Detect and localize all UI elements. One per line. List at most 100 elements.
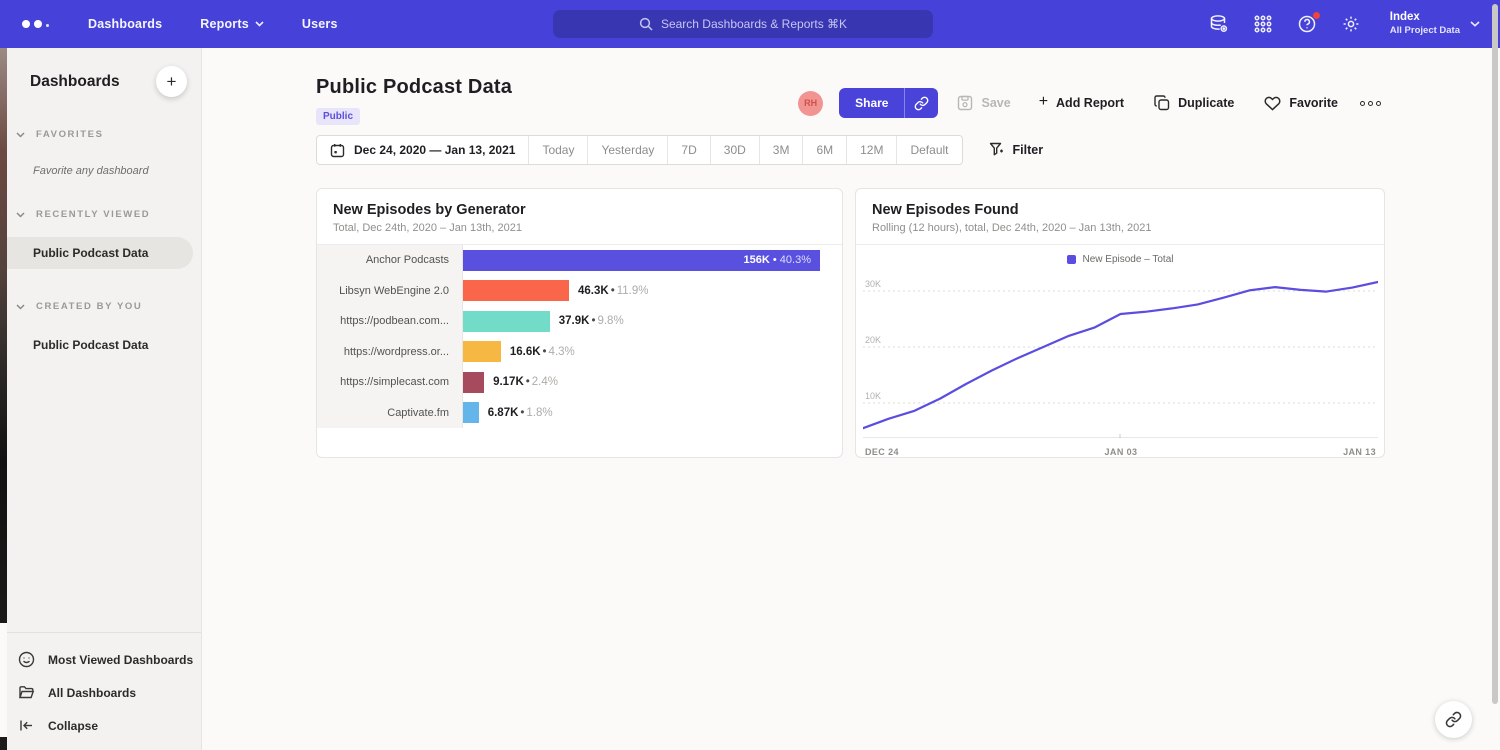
bar-value-label: 16.6K•4.3%	[510, 346, 575, 358]
legend-label: New Episode – Total	[1083, 254, 1174, 265]
page-title: Public Podcast Data	[316, 76, 512, 99]
nav-reports[interactable]: Reports	[200, 17, 264, 31]
add-report-label: Add Report	[1056, 96, 1124, 110]
page-scrollbar[interactable]	[1492, 4, 1498, 704]
line-chart-card: New Episodes Found Rolling (12 hours), t…	[855, 188, 1385, 458]
account-switcher[interactable]: Index All Project Data	[1390, 10, 1480, 37]
duplicate-button[interactable]: Duplicate	[1154, 95, 1234, 111]
new-dashboard-button[interactable]: +	[156, 66, 187, 97]
sidebar-item-public-podcast-data[interactable]: Public Podcast Data	[7, 237, 193, 269]
chart-legend[interactable]: New Episode – Total	[856, 245, 1384, 269]
help-icon[interactable]	[1296, 13, 1318, 35]
bar-category-label: Anchor Podcasts	[317, 245, 463, 276]
y-tick-10k: 10K	[865, 391, 881, 401]
section-label: FAVORITES	[36, 129, 104, 140]
preset-today[interactable]: Today	[528, 136, 587, 164]
section-label: RECENTLY VIEWED	[36, 209, 150, 220]
bar-chart: Anchor Podcasts 156K • 40.3% Libsyn WebE…	[317, 245, 842, 440]
chevron-down-icon	[16, 125, 25, 143]
section-favorites[interactable]: FAVORITES	[16, 97, 201, 143]
legend-swatch	[1067, 255, 1076, 264]
data-sources-icon[interactable]	[1208, 13, 1230, 35]
save-label: Save	[981, 96, 1010, 110]
bar-anchor-podcasts[interactable]: 156K • 40.3%	[463, 250, 820, 271]
link-icon	[914, 96, 929, 111]
section-recently-viewed[interactable]: RECENTLY VIEWED	[16, 177, 201, 223]
date-range-value: Dec 24, 2020 — Jan 13, 2021	[354, 143, 515, 157]
favorite-label: Favorite	[1289, 96, 1338, 110]
chevron-down-icon	[255, 21, 264, 27]
y-tick-30k: 30K	[865, 279, 881, 289]
bar-value-label: 156K • 40.3%	[744, 254, 820, 266]
x-tick-jan03: JAN 03	[1105, 447, 1138, 457]
bar-chart-card: New Episodes by Generator Total, Dec 24t…	[316, 188, 843, 458]
plus-icon: +	[1039, 93, 1048, 111]
y-tick-20k: 20K	[865, 335, 881, 345]
collapse-sidebar-button[interactable]: Collapse	[7, 709, 201, 742]
section-created-by-you[interactable]: CREATED BY YOU	[16, 269, 201, 315]
preset-default[interactable]: Default	[896, 136, 961, 164]
bar-simplecast[interactable]	[463, 372, 484, 393]
bar-value-label: 37.9K•9.8%	[559, 315, 624, 327]
more-actions-button[interactable]	[1356, 97, 1385, 110]
preset-30d[interactable]: 30D	[710, 136, 759, 164]
preset-3m[interactable]: 3M	[759, 136, 803, 164]
bar-captivate[interactable]	[463, 402, 479, 423]
bar-chart-title: New Episodes by Generator	[333, 202, 826, 218]
duplicate-label: Duplicate	[1178, 96, 1234, 110]
settings-gear-icon[interactable]	[1340, 13, 1362, 35]
line-series	[863, 282, 1378, 428]
duplicate-icon	[1154, 95, 1170, 111]
section-label: CREATED BY YOU	[36, 301, 142, 312]
line-chart-plot[interactable]: 30K 20K 10K DEC 24 JAN 03 JAN 13	[863, 271, 1378, 457]
line-chart-title: New Episodes Found	[872, 202, 1368, 218]
copy-link-fab[interactable]	[1435, 701, 1472, 738]
bar-category-label: Captivate.fm	[317, 398, 463, 429]
bar-row: Captivate.fm 6.87K•1.8%	[317, 398, 842, 429]
share-button[interactable]: Share	[839, 88, 904, 118]
favorite-button[interactable]: Favorite	[1264, 96, 1338, 111]
bar-libsyn[interactable]	[463, 280, 569, 301]
main-content: Public Podcast Data Public RH Share Save…	[202, 48, 1500, 750]
bar-row: Anchor Podcasts 156K • 40.3%	[317, 245, 842, 276]
footer-label: Most Viewed Dashboards	[48, 653, 193, 667]
avatar[interactable]: RH	[798, 91, 823, 116]
folder-icon	[18, 684, 35, 701]
nav-users[interactable]: Users	[302, 17, 338, 31]
preset-6m[interactable]: 6M	[802, 136, 846, 164]
calendar-icon	[330, 143, 345, 158]
smiley-icon	[18, 651, 35, 668]
bar-podbean[interactable]	[463, 311, 550, 332]
all-dashboards-button[interactable]: All Dashboards	[7, 676, 201, 709]
bar-row: https://wordpress.or... 16.6K•4.3%	[317, 337, 842, 368]
search-placeholder: Search Dashboards & Reports ⌘K	[661, 17, 847, 31]
most-viewed-dashboards-button[interactable]: Most Viewed Dashboards	[7, 643, 201, 676]
bar-chart-subtitle: Total, Dec 24th, 2020 – Jan 13th, 2021	[333, 222, 826, 234]
nav-dashboards[interactable]: Dashboards	[88, 17, 162, 31]
favorites-empty-hint: Favorite any dashboard	[33, 165, 201, 177]
filter-funnel-icon	[989, 142, 1004, 158]
preset-7d[interactable]: 7D	[667, 136, 709, 164]
notification-badge	[1312, 11, 1321, 20]
preset-yesterday[interactable]: Yesterday	[587, 136, 667, 164]
bar-row: Libsyn WebEngine 2.0 46.3K•11.9%	[317, 276, 842, 307]
date-range-picker[interactable]: Dec 24, 2020 — Jan 13, 2021	[317, 136, 528, 164]
app-logo[interactable]	[22, 20, 62, 28]
account-scope: All Project Data	[1390, 25, 1460, 37]
bar-category-label: https://wordpress.or...	[317, 337, 463, 368]
visibility-badge: Public	[316, 108, 360, 125]
share-link-button[interactable]	[904, 88, 938, 118]
bar-wordpress[interactable]	[463, 341, 501, 362]
save-icon	[957, 95, 973, 111]
add-report-button[interactable]: + Add Report	[1039, 95, 1124, 111]
line-chart-subtitle: Rolling (12 hours), total, Dec 24th, 202…	[872, 222, 1368, 234]
search-input[interactable]: Search Dashboards & Reports ⌘K	[553, 10, 933, 38]
heart-icon	[1264, 96, 1281, 111]
save-button[interactable]: Save	[957, 95, 1010, 111]
background-window-sliver	[0, 48, 7, 623]
preset-12m[interactable]: 12M	[846, 136, 896, 164]
sidebar-item-public-podcast-data-created[interactable]: Public Podcast Data	[7, 329, 201, 361]
filter-button[interactable]: Filter	[989, 142, 1044, 158]
x-tick-jan13: JAN 13	[1343, 447, 1376, 457]
apps-grid-icon[interactable]	[1252, 13, 1274, 35]
